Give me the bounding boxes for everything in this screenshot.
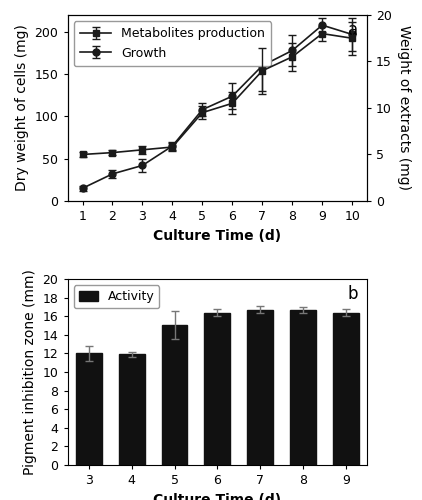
Text: b: b [348, 284, 358, 302]
Bar [76, 354, 102, 465]
Bar [333, 312, 359, 465]
Legend: Metabolites production, Growth: Metabolites production, Growth [74, 21, 271, 66]
Legend: Activity: Activity [74, 286, 159, 308]
Y-axis label: Weight of extracts (mg): Weight of extracts (mg) [398, 26, 411, 190]
Bar [119, 354, 145, 465]
X-axis label: Culture Time (d): Culture Time (d) [153, 228, 281, 242]
Y-axis label: Dry weight of cells (mg): Dry weight of cells (mg) [15, 24, 29, 192]
Bar [205, 312, 230, 465]
Bar [290, 310, 316, 465]
X-axis label: Culture Time (d): Culture Time (d) [153, 492, 281, 500]
Bar [247, 310, 273, 465]
Text: a: a [348, 20, 358, 38]
Bar [162, 324, 187, 465]
Y-axis label: Pigment inhibition zone (mm): Pigment inhibition zone (mm) [23, 269, 37, 475]
